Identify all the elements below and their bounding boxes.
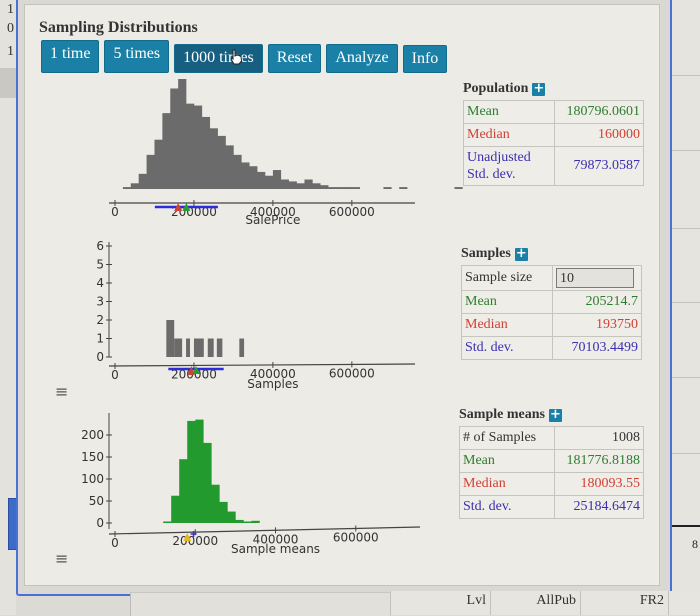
- row-cell: 1: [7, 44, 14, 59]
- svg-text:150: 150: [81, 450, 104, 464]
- table-row: # of Samples 1008: [459, 426, 644, 450]
- svg-text:SalePrice: SalePrice: [245, 213, 300, 227]
- column-header: FR2: [580, 591, 668, 615]
- svg-text:Samples: Samples: [247, 377, 298, 391]
- cell-value: 8: [692, 537, 698, 551]
- svg-text:5: 5: [96, 258, 104, 272]
- toolbar: 1 time 5 times 1000 times Reset Analyze …: [41, 40, 448, 73]
- svg-text:100: 100: [81, 472, 104, 486]
- svg-text:50: 50: [89, 494, 104, 508]
- table-row: Std. dev. 25184.6474: [459, 495, 644, 519]
- five-times-button[interactable]: 5 times: [104, 40, 170, 73]
- svg-text:0: 0: [111, 205, 119, 219]
- header-band: [0, 68, 16, 98]
- table-row: Median 193750: [461, 313, 642, 337]
- info-button[interactable]: Info: [402, 45, 448, 73]
- plus-icon[interactable]: +: [548, 406, 562, 422]
- svg-text:Sample means: Sample means: [231, 542, 320, 556]
- std-value: 70103.4499: [552, 336, 642, 360]
- std-label: Std. dev.: [461, 336, 553, 360]
- svg-text:0: 0: [111, 368, 119, 382]
- dialog-content: Sampling Distributions 1 time 5 times 10…: [24, 4, 660, 586]
- svg-text:400000: 400000: [253, 532, 299, 546]
- svg-text:0: 0: [111, 536, 119, 550]
- mean-label: Mean: [461, 290, 553, 314]
- column-header: AllPub: [490, 591, 580, 615]
- population-histogram: 0 200000 400000 600000 SalePrice: [109, 79, 463, 227]
- median-label: Median: [463, 123, 555, 147]
- background-spreadsheet-left: 1 0 1: [0, 0, 18, 615]
- thousand-times-button[interactable]: 1000 times: [174, 44, 263, 73]
- samples-histogram: 01234560200000400000600000Samples: [96, 239, 416, 391]
- row-cell: 1: [7, 2, 14, 17]
- population-title: Population: [463, 81, 529, 96]
- reset-button[interactable]: Reset: [267, 44, 322, 73]
- mean-value: 205214.7: [552, 290, 642, 314]
- svg-text:400000: 400000: [250, 205, 296, 219]
- mean-label: Mean: [463, 100, 555, 124]
- svg-text:6: 6: [96, 239, 104, 253]
- analyze-button[interactable]: Analyze: [326, 44, 398, 73]
- median-value: 180093.55: [554, 472, 644, 496]
- table-row: Median 160000: [463, 123, 644, 147]
- table-row: Median 180093.55: [459, 472, 644, 496]
- num-samples-label: # of Samples: [459, 426, 555, 450]
- table-row: Sample size 10: [461, 265, 642, 291]
- background-spreadsheet-right: 8: [668, 0, 700, 615]
- sampling-distributions-dialog: Sampling Distributions 1 time 5 times 10…: [16, 0, 672, 596]
- sample-means-histogram: 0 50 100 150 200 0 200000 400000 600000 Sample me…: [81, 413, 421, 556]
- table-row: Std. dev. 70103.4499: [461, 336, 642, 360]
- median-value: 160000: [554, 123, 644, 147]
- svg-text:1: 1: [96, 332, 104, 346]
- svg-text:3: 3: [96, 295, 104, 309]
- svg-text:200000: 200000: [172, 534, 218, 548]
- svg-text:200000: 200000: [171, 205, 217, 219]
- sample-size-input[interactable]: 10: [556, 268, 634, 288]
- page-title: Sampling Distributions: [39, 19, 198, 36]
- svg-text:600000: 600000: [333, 530, 379, 544]
- background-spreadsheet-bottom: Lvl AllPub FR2: [390, 591, 700, 615]
- samples-stats-table: Sample size 10 Mean 205214.7 Median 1937…: [461, 265, 642, 360]
- svg-text:0: 0: [96, 516, 104, 530]
- svg-text:200: 200: [81, 428, 104, 442]
- hand-cursor-icon: [230, 49, 243, 65]
- table-row: Mean 205214.7: [461, 290, 642, 314]
- svg-text:2: 2: [96, 313, 104, 327]
- menu-icon[interactable]: ≡: [55, 382, 69, 401]
- std-value: 25184.6474: [554, 495, 644, 519]
- mean-label: Mean: [459, 449, 555, 473]
- std-label: Std. dev.: [459, 495, 555, 519]
- samples-title: Samples: [461, 246, 511, 261]
- column-header: Lvl: [390, 591, 490, 615]
- sample-means-stats-table: # of Samples 1008 Mean 181776.8188 Media…: [459, 426, 644, 519]
- svg-text:600000: 600000: [329, 366, 375, 380]
- samples-panel: Samples + Sample size 10 Mean 205214.7 M…: [461, 246, 642, 360]
- num-samples-value: 1008: [554, 426, 644, 450]
- median-value: 193750: [552, 313, 642, 337]
- sample-means-title: Sample means: [459, 407, 545, 422]
- one-time-button[interactable]: 1 time: [41, 40, 100, 73]
- population-stats-table: Mean 180796.0601 Median 160000 Unadjuste…: [463, 100, 644, 186]
- table-row: Mean 181776.8188: [459, 449, 644, 473]
- sample-size-label: Sample size: [461, 265, 553, 291]
- svg-text:4: 4: [96, 276, 104, 290]
- population-panel: Population + Mean 180796.0601 Median 160…: [463, 81, 644, 186]
- mean-value: 181776.8188: [554, 449, 644, 473]
- std-value: 79873.0587: [554, 146, 644, 186]
- median-label: Median: [461, 313, 553, 337]
- svg-text:400000: 400000: [250, 367, 296, 381]
- table-row: Unadjusted Std. dev. 79873.0587: [463, 146, 644, 186]
- plus-icon[interactable]: +: [532, 80, 546, 96]
- sample-means-panel: Sample means + # of Samples 1008 Mean 18…: [459, 407, 644, 519]
- menu-icon[interactable]: ≡: [55, 549, 69, 568]
- background-spreadsheet-bottom-left: [130, 592, 390, 616]
- mean-value: 180796.0601: [554, 100, 644, 124]
- median-label: Median: [459, 472, 555, 496]
- svg-text:0: 0: [96, 350, 104, 364]
- row-cell: 0: [7, 21, 14, 36]
- svg-text:600000: 600000: [329, 205, 375, 219]
- plus-icon[interactable]: +: [514, 245, 528, 261]
- table-row: Mean 180796.0601: [463, 100, 644, 124]
- std-label: Unadjusted Std. dev.: [463, 146, 555, 186]
